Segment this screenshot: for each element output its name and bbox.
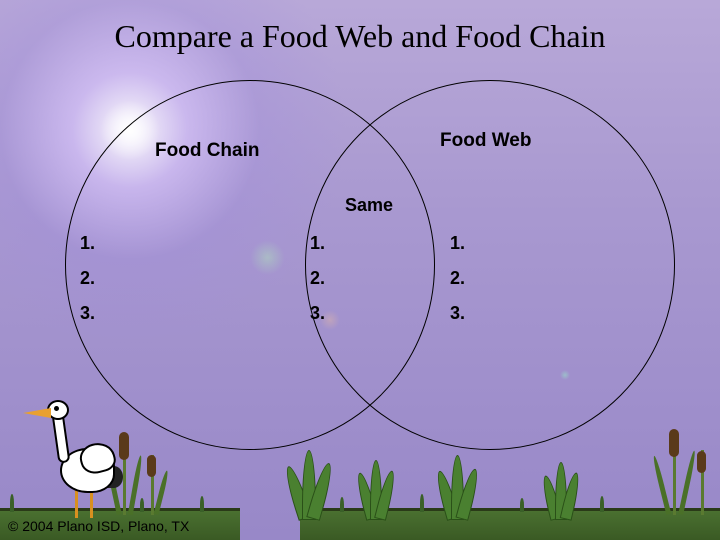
venn-right-item: 3. (450, 303, 465, 324)
venn-left-item: 1. (80, 233, 95, 254)
copyright-footer: © 2004 Plano ISD, Plano, TX (8, 518, 189, 534)
venn-left-item: 2. (80, 268, 95, 289)
slide-title: Compare a Food Web and Food Chain (0, 18, 720, 55)
venn-left-label: Food Chain (155, 140, 259, 162)
venn-left-item: 3. (80, 303, 95, 324)
venn-right-label: Food Web (440, 130, 531, 152)
venn-center-item: 2. (310, 268, 325, 289)
stork-icon (25, 378, 145, 518)
venn-center-label: Same (345, 195, 393, 216)
venn-right-item: 1. (450, 233, 465, 254)
venn-right-item: 2. (450, 268, 465, 289)
venn-center-item: 1. (310, 233, 325, 254)
venn-center-item: 3. (310, 303, 325, 324)
